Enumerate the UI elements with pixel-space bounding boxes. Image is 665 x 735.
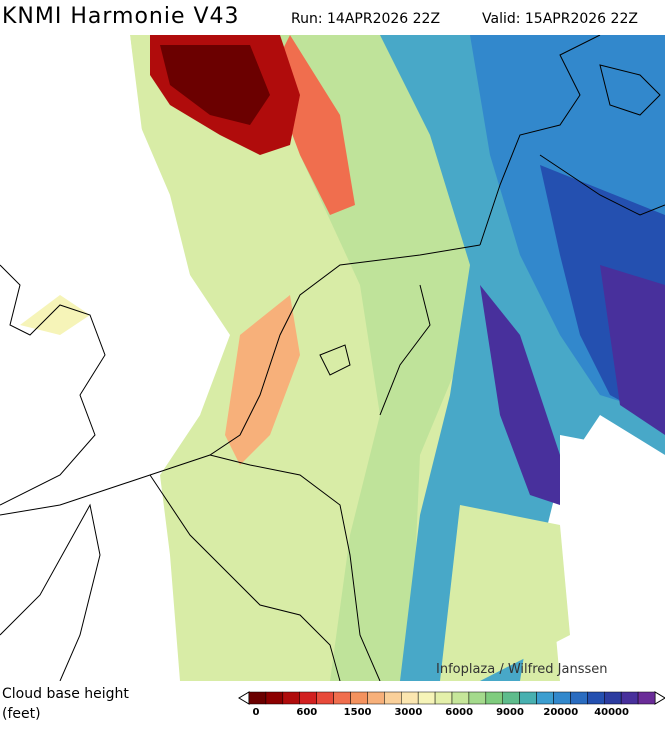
credit: Infoplaza / Wilfred Janssen bbox=[436, 662, 608, 677]
field-purple bbox=[480, 285, 560, 505]
field-peach bbox=[225, 295, 300, 465]
valid-time: Valid: 15APR2026 22Z bbox=[482, 11, 638, 27]
colorbar-label: 9000 bbox=[496, 707, 524, 718]
colorbar-swatch bbox=[604, 691, 622, 705]
map bbox=[0, 35, 665, 681]
colorbar-swatch bbox=[401, 691, 419, 705]
colorbar-swatch bbox=[384, 691, 402, 705]
colorbar-swatch bbox=[434, 691, 453, 705]
colorbar-swatch bbox=[620, 691, 639, 705]
colorbar-arrow-left bbox=[238, 691, 250, 705]
colorbar-swatch bbox=[502, 691, 520, 705]
colorbar-arrow-right bbox=[654, 691, 665, 705]
colorbar-label: 1500 bbox=[344, 707, 372, 718]
colorbar-label: 3000 bbox=[394, 707, 422, 718]
colorbar-swatch bbox=[553, 691, 571, 705]
colorbar: 0 600 1500 3000 6000 9000 20000 40000 bbox=[238, 691, 665, 718]
colorbar-swatch bbox=[587, 691, 605, 705]
clear-area bbox=[560, 435, 665, 681]
field-green bbox=[260, 35, 480, 681]
colorbar-swatch bbox=[316, 691, 334, 705]
colorbar-swatch bbox=[265, 691, 284, 705]
colorbar-label: 0 bbox=[253, 707, 260, 718]
colorbar-swatch bbox=[637, 691, 656, 705]
coastlines bbox=[0, 35, 665, 681]
colorbar-swatch bbox=[485, 691, 503, 705]
colorbar-swatch bbox=[333, 691, 351, 705]
colorbar-label: 600 bbox=[296, 707, 317, 718]
colorbar-swatch bbox=[299, 691, 317, 705]
colorbar-swatch bbox=[417, 691, 436, 705]
colorbar-swatch bbox=[536, 691, 554, 705]
colorbar-swatch bbox=[350, 691, 368, 705]
field-light-green bbox=[440, 505, 570, 681]
colorbar-label: 40000 bbox=[594, 707, 629, 718]
colorbar-label: 6000 bbox=[445, 707, 473, 718]
run-time: Run: 14APR2026 22Z bbox=[291, 11, 441, 27]
colorbar-swatch bbox=[519, 691, 537, 705]
colorbar-swatch bbox=[367, 691, 385, 705]
field-dark-red bbox=[160, 45, 270, 125]
field-yellow bbox=[20, 295, 90, 335]
colorbar-swatch bbox=[282, 691, 300, 705]
title: KNMI Harmonie V43 bbox=[2, 4, 240, 29]
colorbar-swatch bbox=[570, 691, 588, 705]
colorbar-swatch bbox=[451, 691, 470, 705]
field-purple bbox=[600, 265, 665, 435]
colorbar-swatch bbox=[248, 691, 267, 705]
colorbar-swatch bbox=[468, 691, 487, 705]
clear-area bbox=[0, 35, 220, 515]
legend-unit: (feet) bbox=[2, 706, 41, 722]
colorbar-label: 20000 bbox=[543, 707, 578, 718]
legend-title: Cloud base height bbox=[2, 686, 129, 702]
